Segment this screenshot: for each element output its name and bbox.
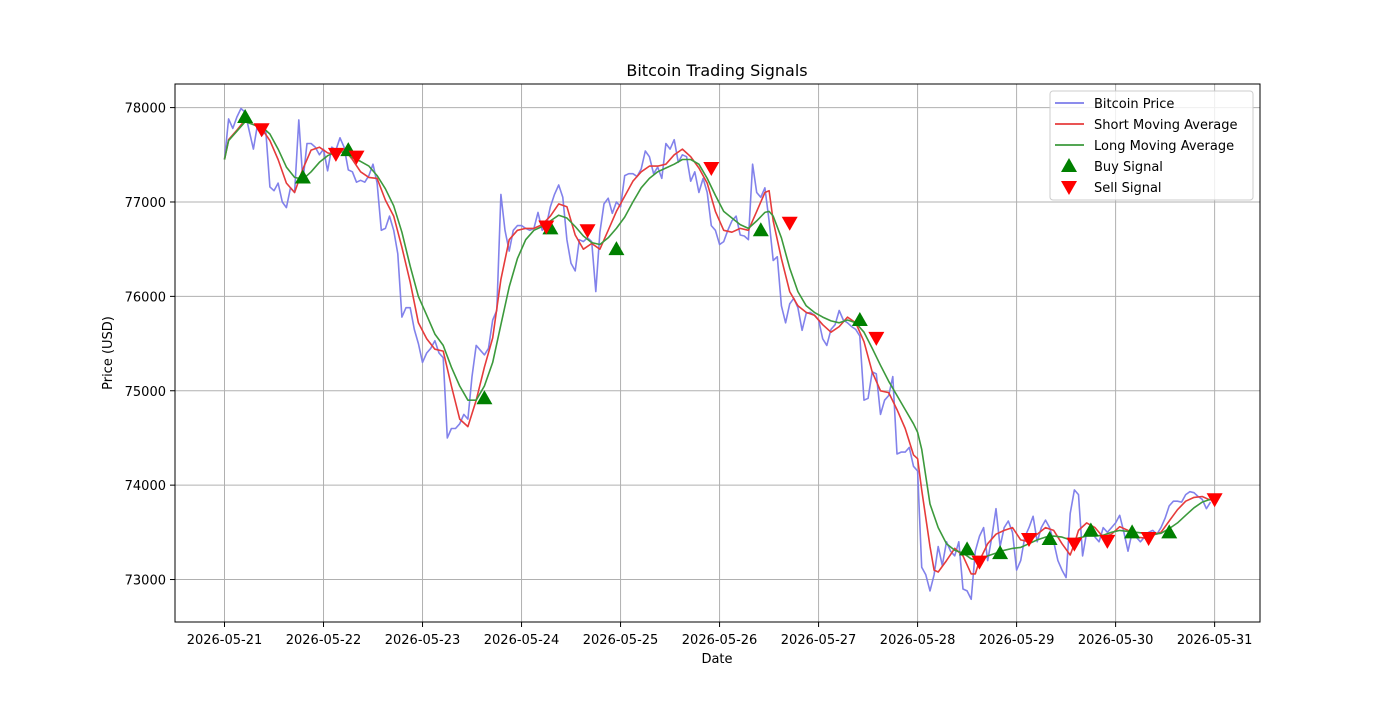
sell-signal-marker bbox=[781, 216, 798, 231]
y-tick-label: 74000 bbox=[125, 479, 166, 494]
legend-label: Short Moving Average bbox=[1094, 118, 1238, 133]
x-tick-label: 2026-05-26 bbox=[682, 633, 758, 648]
legend-swatch bbox=[1061, 158, 1077, 172]
sell-signal-marker bbox=[1099, 534, 1116, 549]
legend-label: Bitcoin Price bbox=[1094, 97, 1174, 112]
sell-signal-marker bbox=[253, 123, 270, 138]
x-tick-label: 2026-05-22 bbox=[286, 633, 362, 648]
x-tick-label: 2026-05-21 bbox=[187, 633, 263, 648]
buy-signal-marker bbox=[992, 545, 1009, 560]
x-tick-label: 2026-05-31 bbox=[1177, 633, 1253, 648]
x-tick-label: 2026-05-29 bbox=[979, 633, 1055, 648]
sell-signal-marker bbox=[1066, 537, 1083, 552]
x-tick-label: 2026-05-23 bbox=[385, 633, 461, 648]
buy-signal-marker bbox=[1124, 524, 1141, 539]
y-tick-label: 73000 bbox=[125, 574, 166, 589]
plot-frame bbox=[174, 83, 1261, 623]
buy-signal-marker bbox=[752, 222, 769, 237]
sell-signal-marker bbox=[868, 331, 885, 346]
buy-signal-marker bbox=[237, 109, 254, 124]
sell-signal-marker bbox=[348, 150, 365, 165]
series-line-long-moving-average bbox=[223, 121, 1211, 562]
buy-signal-marker bbox=[1082, 522, 1099, 537]
series-line-short-moving-average bbox=[223, 119, 1211, 575]
sell-signal-marker bbox=[1206, 493, 1223, 508]
buy-signal-marker bbox=[476, 390, 493, 405]
x-tick-label: 2026-05-30 bbox=[1078, 633, 1154, 648]
legend-label: Buy Signal bbox=[1094, 160, 1163, 175]
legend: Bitcoin Price Short Moving Average Long Mo… bbox=[1049, 90, 1254, 201]
y-tick-label: 78000 bbox=[125, 102, 166, 117]
y-axis-label: Price (USD) bbox=[101, 316, 116, 390]
y-axis-ticks: 73000 74000 75000 76000 77000 78000 bbox=[125, 102, 175, 589]
sell-signal-marker bbox=[327, 147, 344, 162]
y-tick-label: 76000 bbox=[125, 290, 166, 305]
x-tick-label: 2026-05-24 bbox=[484, 633, 560, 648]
y-tick-label: 75000 bbox=[125, 385, 166, 400]
series-line-bitcoin-price bbox=[223, 107, 1212, 601]
buy-signal-marker bbox=[959, 541, 976, 556]
x-tick-label: 2026-05-25 bbox=[583, 633, 659, 648]
legend-label: Sell Signal bbox=[1094, 181, 1162, 196]
legend-swatch bbox=[1061, 181, 1077, 195]
sell-signal-marker bbox=[971, 555, 988, 570]
buy-signal-marker bbox=[1041, 530, 1058, 545]
legend-box bbox=[1049, 90, 1254, 201]
sell-signal-marker bbox=[1140, 531, 1157, 546]
buy-signal-marker bbox=[608, 241, 625, 256]
x-tick-label: 2026-05-27 bbox=[781, 633, 857, 648]
legend-label: Long Moving Average bbox=[1094, 139, 1234, 154]
sell-signal-marker bbox=[1020, 532, 1037, 547]
sell-signal-marker bbox=[538, 220, 555, 235]
plot-series bbox=[223, 107, 1212, 601]
buy-signal-marker bbox=[851, 311, 868, 326]
sell-signal-marker bbox=[703, 162, 720, 177]
chart-title: Bitcoin Trading Signals bbox=[626, 61, 807, 80]
x-tick-label: 2026-05-28 bbox=[880, 633, 956, 648]
buy-signal-marker bbox=[294, 169, 311, 184]
buy-signal-marker bbox=[1161, 524, 1178, 539]
sell-signal-marker bbox=[579, 224, 596, 239]
x-axis-label: Date bbox=[701, 652, 732, 667]
signal-markers bbox=[237, 109, 1223, 570]
x-axis-ticks: 2026-05-21 2026-05-22 2026-05-23 2026-05-24… bbox=[187, 622, 1253, 648]
y-tick-label: 77000 bbox=[125, 196, 166, 211]
